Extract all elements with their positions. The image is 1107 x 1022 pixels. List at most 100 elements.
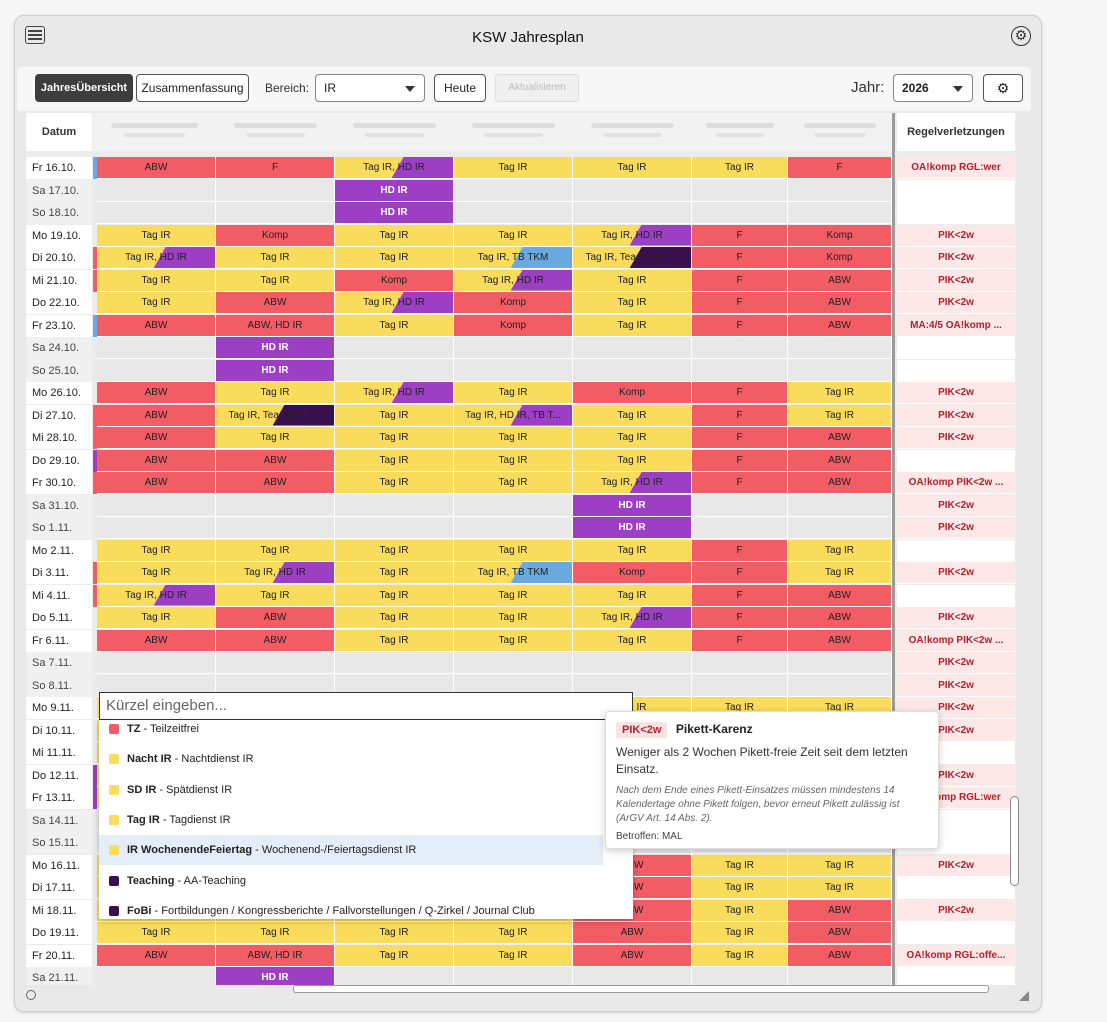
schedule-cell[interactable]	[788, 652, 892, 674]
schedule-cell[interactable]: Tag IR	[454, 944, 573, 967]
schedule-cell[interactable]	[454, 494, 573, 517]
schedule-cell[interactable]	[335, 337, 454, 359]
dropdown-option[interactable]: SD IR - Spätdienst IR	[99, 775, 603, 805]
schedule-cell[interactable]: HD IR	[335, 179, 454, 202]
schedule-cell[interactable]: HD IR	[216, 359, 335, 382]
schedule-cell[interactable]: Tag IR, HD IR	[573, 224, 692, 247]
schedule-cell[interactable]	[454, 359, 573, 382]
schedule-cell[interactable]: Tag IR	[573, 292, 692, 314]
dropdown-option[interactable]: Tag IR - Tagdienst IR	[99, 805, 603, 835]
schedule-cell[interactable]: Tag IR, TB TKM	[454, 562, 573, 584]
rule-violation-cell[interactable]: OA!komp RGL:offe...	[897, 944, 1015, 967]
schedule-cell[interactable]	[692, 202, 788, 224]
resize-handle-icon[interactable]	[1019, 991, 1029, 1001]
schedule-cell[interactable]: Tag IR	[788, 854, 892, 877]
schedule-cell[interactable]: Tag IR, TB TKM	[454, 247, 573, 269]
rule-violation-cell[interactable]: PIK<2w	[897, 607, 1015, 629]
summary-button[interactable]: Zusammenfassung	[136, 74, 249, 102]
schedule-cell[interactable]: ABW	[788, 427, 892, 449]
schedule-cell[interactable]: Tag IR, HD IR	[97, 247, 216, 269]
schedule-cell[interactable]: ABW	[788, 584, 892, 607]
schedule-cell[interactable]: Tag IR	[454, 224, 573, 247]
rule-violation-cell[interactable]	[897, 337, 1015, 359]
schedule-cell[interactable]: Tag IR	[573, 449, 692, 472]
schedule-cell[interactable]: Tag IR	[454, 449, 573, 472]
schedule-cell[interactable]: F	[692, 562, 788, 584]
rule-violation-cell[interactable]: PIK<2w	[897, 247, 1015, 269]
rule-violation-cell[interactable]: PIK<2w	[897, 674, 1015, 697]
schedule-cell[interactable]: Tag IR	[692, 877, 788, 899]
schedule-cell[interactable]: F	[692, 472, 788, 494]
schedule-cell[interactable]: ABW	[216, 449, 335, 472]
schedule-cell[interactable]: F	[692, 224, 788, 247]
schedule-cell[interactable]	[573, 179, 692, 202]
schedule-cell[interactable]: Tag IR	[216, 427, 335, 449]
schedule-cell[interactable]: ABW	[573, 944, 692, 967]
schedule-cell[interactable]: F	[788, 157, 892, 179]
schedule-cell[interactable]: F	[692, 269, 788, 292]
schedule-cell[interactable]: Tag IR	[788, 539, 892, 562]
schedule-cell[interactable]: Tag IR, Teaching, T...	[573, 247, 692, 269]
schedule-cell[interactable]: Tag IR	[692, 899, 788, 922]
schedule-cell[interactable]: ABW	[97, 382, 216, 404]
today-button[interactable]: Heute	[434, 74, 486, 102]
schedule-cell[interactable]: F	[216, 157, 335, 179]
horizontal-scrollbar[interactable]	[293, 985, 989, 993]
schedule-cell[interactable]: F	[692, 382, 788, 404]
schedule-cell[interactable]: ABW	[788, 314, 892, 337]
rule-violation-cell[interactable]: PIK<2w	[897, 224, 1015, 247]
schedule-cell[interactable]: Tag IR	[335, 607, 454, 629]
settings-gear-icon[interactable]: ⚙	[1011, 26, 1031, 46]
schedule-cell[interactable]: F	[692, 449, 788, 472]
rule-violation-cell[interactable]: PIK<2w	[897, 382, 1015, 404]
schedule-cell[interactable]: Tag IR	[97, 269, 216, 292]
schedule-cell[interactable]	[97, 337, 216, 359]
schedule-cell[interactable]: Tag IR	[573, 539, 692, 562]
schedule-cell[interactable]: ABW	[788, 899, 892, 922]
schedule-cell[interactable]	[692, 652, 788, 674]
schedule-cell[interactable]: ABW, HD IR	[216, 944, 335, 967]
schedule-cell[interactable]	[454, 179, 573, 202]
schedule-cell[interactable]	[97, 179, 216, 202]
schedule-cell[interactable]: Tag IR	[454, 922, 573, 944]
schedule-cell[interactable]: Komp	[788, 247, 892, 269]
schedule-cell[interactable]: ABW	[97, 944, 216, 967]
rule-violation-cell[interactable]: PIK<2w	[897, 562, 1015, 584]
schedule-cell[interactable]: Tag IR	[335, 562, 454, 584]
schedule-cell[interactable]	[216, 652, 335, 674]
schedule-cell[interactable]	[788, 359, 892, 382]
schedule-cell[interactable]: ABW	[573, 922, 692, 944]
rule-violation-cell[interactable]	[897, 584, 1015, 607]
schedule-cell[interactable]	[335, 652, 454, 674]
schedule-cell[interactable]: Tag IR, HD IR	[573, 472, 692, 494]
vertical-scrollbar[interactable]	[1010, 796, 1019, 886]
schedule-cell[interactable]	[454, 517, 573, 539]
settings-button[interactable]: ⚙	[983, 74, 1023, 102]
schedule-cell[interactable]: Tag IR	[216, 382, 335, 404]
schedule-cell[interactable]: Komp	[573, 562, 692, 584]
schedule-cell[interactable]: F	[692, 427, 788, 449]
schedule-cell[interactable]: Tag IR	[335, 472, 454, 494]
schedule-cell[interactable]: F	[692, 292, 788, 314]
schedule-cell[interactable]: Tag IR	[97, 292, 216, 314]
schedule-cell[interactable]: F	[692, 247, 788, 269]
schedule-cell[interactable]: Tag IR, HD IR	[335, 382, 454, 404]
schedule-cell[interactable]	[454, 337, 573, 359]
schedule-cell[interactable]: Tag IR	[788, 382, 892, 404]
schedule-cell[interactable]: Tag IR	[692, 944, 788, 967]
schedule-cell[interactable]	[788, 337, 892, 359]
schedule-cell[interactable]: ABW	[788, 944, 892, 967]
schedule-cell[interactable]: Tag IR	[335, 449, 454, 472]
schedule-cell[interactable]: Tag IR	[692, 854, 788, 877]
schedule-cell[interactable]: Tag IR	[692, 157, 788, 179]
schedule-cell[interactable]	[97, 359, 216, 382]
rule-violation-cell[interactable]	[897, 179, 1015, 202]
schedule-cell[interactable]	[454, 652, 573, 674]
rule-violation-cell[interactable]: PIK<2w	[897, 517, 1015, 539]
schedule-cell[interactable]: Tag IR	[97, 224, 216, 247]
schedule-cell[interactable]: Tag IR	[454, 629, 573, 652]
schedule-cell[interactable]: ABW	[216, 292, 335, 314]
schedule-cell[interactable]: ABW	[788, 607, 892, 629]
schedule-cell[interactable]: Tag IR	[788, 877, 892, 899]
schedule-cell[interactable]	[788, 179, 892, 202]
